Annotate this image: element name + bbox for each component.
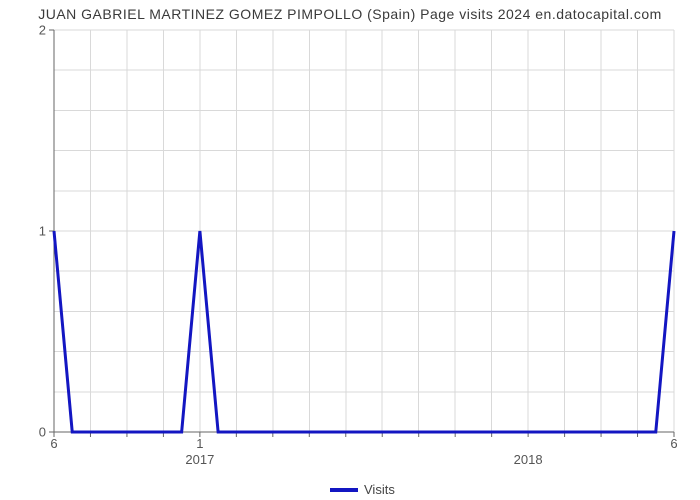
chart-title: JUAN GABRIEL MARTINEZ GOMEZ PIMPOLLO (Sp… bbox=[0, 6, 700, 22]
x-group-label: 2017 bbox=[185, 452, 214, 467]
legend-label: Visits bbox=[364, 482, 395, 497]
legend: Visits bbox=[330, 482, 395, 497]
y-tick-label: 2 bbox=[16, 23, 46, 38]
visits-line bbox=[54, 231, 674, 432]
chart-svg bbox=[54, 30, 674, 432]
y-tick-label: 0 bbox=[16, 425, 46, 440]
x-tick-label: 6 bbox=[670, 436, 677, 451]
chart-container: JUAN GABRIEL MARTINEZ GOMEZ PIMPOLLO (Sp… bbox=[0, 0, 700, 500]
x-tick-label: 1 bbox=[196, 436, 203, 451]
x-group-label: 2018 bbox=[514, 452, 543, 467]
y-tick-label: 1 bbox=[16, 224, 46, 239]
x-tick-label: 6 bbox=[50, 436, 57, 451]
legend-swatch bbox=[330, 488, 358, 492]
plot-area bbox=[54, 30, 674, 432]
